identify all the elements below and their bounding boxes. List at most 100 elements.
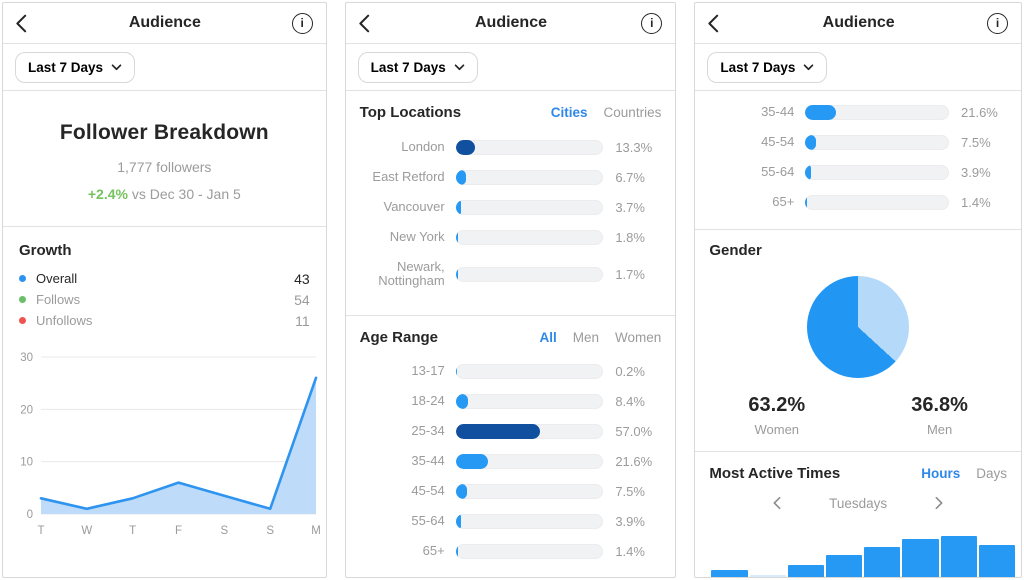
info-icon[interactable]: i: [641, 12, 663, 34]
bar-label: 65+: [772, 193, 795, 209]
bar-track: [455, 169, 604, 185]
back-icon[interactable]: [16, 14, 38, 33]
divider: [695, 43, 1021, 44]
bar-value: 21.6%: [615, 454, 653, 470]
growth-legend: Overall 43 Follows 54 Unfollows 11: [19, 268, 310, 331]
bar-row-35-44: 35-44 21.6%: [695, 97, 1021, 127]
bar-track: [455, 454, 604, 470]
tab-cities[interactable]: Cities: [550, 105, 588, 120]
date-range-label: Last 7 Days: [28, 59, 104, 75]
bar-row-13-17: 13-17 0.2%: [346, 357, 676, 387]
gender-stats: 63.2% Women 36.8% Men: [695, 394, 1021, 437]
growth-line-chart: 0 10 20 30 T W T F S S M: [20, 352, 321, 537]
chevron-down-icon: [454, 63, 465, 70]
unfollows-dot-icon: [19, 317, 26, 324]
bar-track: [455, 229, 604, 245]
hour-bar: [940, 536, 977, 577]
info-icon[interactable]: i: [291, 12, 313, 34]
growth-chart-area: 0 10 20 30 T W T F S S M: [3, 335, 326, 577]
date-range-filter[interactable]: Last 7 Days: [707, 51, 828, 83]
svg-text:20: 20: [20, 404, 33, 416]
delta-line: +2.4% vs Dec 30 - Jan 5: [13, 186, 316, 202]
gender-pie-chart: [807, 276, 910, 378]
divider: [345, 43, 676, 44]
bar-row-45-54: 45-54 7.5%: [346, 477, 676, 507]
divider: [345, 90, 676, 91]
most-active-times-header: Most Active Times Hours Days: [695, 452, 1021, 489]
locations-tabs: Cities Countries: [551, 105, 662, 120]
bar-label: 35-44: [411, 453, 445, 469]
chevron-down-icon: [804, 63, 814, 70]
bar-label: 45-54: [411, 483, 445, 499]
svg-text:W: W: [81, 525, 92, 537]
svg-text:0: 0: [27, 509, 33, 521]
bar-value: 3.7%: [615, 199, 645, 215]
tab-countries[interactable]: Countries: [603, 105, 662, 120]
page-title: Audience: [822, 14, 895, 31]
bar-label: 25-34: [411, 423, 445, 439]
bar-track: [805, 104, 949, 120]
legend-label: Overall: [36, 271, 78, 286]
top-locations-heading: Top Locations: [359, 104, 462, 121]
bar-label: 55-64: [411, 513, 445, 529]
panel-header: Audience i: [346, 3, 676, 43]
bar-value: 3.9%: [961, 164, 991, 180]
bar-track: [455, 484, 604, 500]
age-range-header: Age Range All Men Women: [346, 316, 676, 353]
gender-header: Gender: [695, 242, 1021, 266]
divider: [345, 314, 676, 316]
tab-all[interactable]: All: [539, 329, 557, 345]
back-icon[interactable]: [708, 14, 730, 33]
next-day-icon[interactable]: [935, 496, 943, 510]
date-range-filter[interactable]: Last 7 Days: [15, 51, 136, 83]
bar-label: 65+: [422, 543, 445, 559]
divider: [695, 451, 1021, 452]
tab-days[interactable]: Days: [976, 466, 1007, 481]
back-icon[interactable]: [359, 14, 381, 33]
tab-hours[interactable]: Hours: [921, 466, 961, 481]
overall-dot-icon: [19, 275, 26, 282]
stat-value: 63.2%: [748, 394, 806, 416]
divider: [3, 226, 326, 227]
hourly-activity-bar-chart: [695, 517, 1021, 577]
page-title: Audience: [474, 14, 547, 31]
hour-bar: [978, 545, 1015, 577]
bar-value: 1.8%: [615, 229, 645, 245]
tab-women[interactable]: Women: [615, 329, 662, 345]
stat-value: 36.8%: [911, 394, 968, 416]
hour-bar: [864, 547, 901, 577]
bar-value: 7.5%: [615, 484, 645, 500]
bar-value: 1.7%: [615, 266, 645, 282]
bar-value: 13.3%: [615, 139, 653, 155]
prev-day-icon[interactable]: [773, 496, 781, 510]
bar-value: 1.4%: [961, 194, 991, 210]
panel-header: Audience i: [695, 3, 1021, 43]
bar-track: [455, 424, 604, 440]
svg-text:S: S: [220, 525, 228, 537]
info-icon[interactable]: i: [987, 12, 1008, 34]
carousel-day-label: Tuesdays: [829, 495, 888, 511]
bar-label: 18-24: [411, 393, 445, 409]
bar-value: 7.5%: [961, 134, 991, 150]
age-range-tabs: All Men Women: [540, 330, 662, 345]
hour-bar: [749, 575, 786, 577]
bar-row-18-24: 18-24 8.4%: [346, 387, 676, 417]
bar-track: [805, 194, 949, 210]
date-range-filter[interactable]: Last 7 Days: [357, 51, 478, 83]
date-range-label: Last 7 Days: [720, 59, 796, 75]
bar-track: [455, 266, 604, 282]
bar-row-45-54: 45-54 7.5%: [695, 127, 1021, 157]
legend-value: 54: [294, 291, 310, 308]
page-title: Audience: [128, 14, 201, 31]
stat-label: Women: [754, 422, 800, 437]
follows-dot-icon: [19, 296, 26, 303]
bar-row-55-64: 55-64 3.9%: [695, 157, 1021, 187]
tab-men[interactable]: Men: [572, 329, 600, 345]
filter-row: Last 7 Days: [695, 44, 1021, 90]
bar-value: 57.0%: [615, 424, 653, 440]
delta-percent: +2.4%: [87, 186, 128, 202]
stat-women: 63.2% Women: [695, 394, 858, 437]
divider: [695, 229, 1021, 230]
bar-value: 21.6%: [961, 104, 998, 120]
bar-value: 1.4%: [615, 544, 645, 560]
